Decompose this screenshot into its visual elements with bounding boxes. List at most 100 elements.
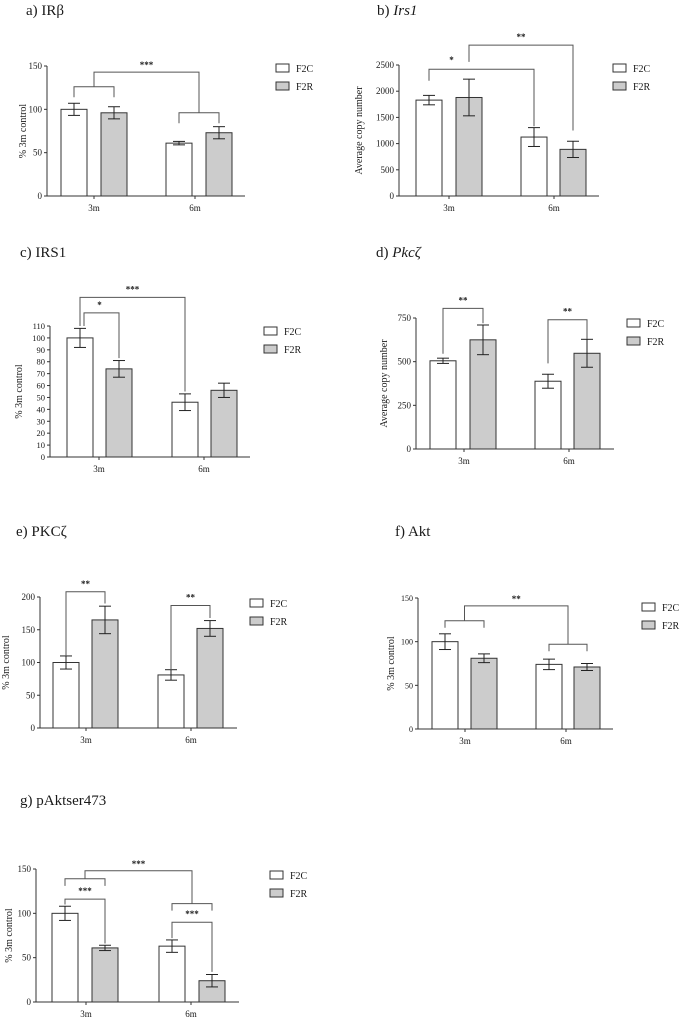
bar-f2c-6m bbox=[171, 401, 199, 458]
y-tick-label: 70 bbox=[37, 369, 46, 379]
significance-label: ** bbox=[563, 307, 573, 317]
bar-f2c-6m bbox=[165, 142, 193, 197]
group-bracket bbox=[64, 878, 106, 886]
legend-swatch-f2c bbox=[275, 63, 290, 73]
comparison-bracket bbox=[64, 898, 106, 944]
y-axis-label: % 3m control bbox=[4, 908, 15, 963]
y-tick-label: 150 bbox=[29, 61, 43, 71]
bar-f2c-6m bbox=[158, 945, 186, 1003]
legend-label: F2C bbox=[290, 871, 308, 882]
bar-f2r-3m bbox=[470, 657, 498, 730]
legend-label: F2C bbox=[284, 327, 302, 338]
significance-label: *** bbox=[126, 284, 140, 294]
bar-f2c-6m bbox=[157, 674, 185, 729]
bar-f2r-3m bbox=[105, 368, 133, 458]
x-tick-label: 6m bbox=[548, 203, 560, 213]
y-tick-label: 250 bbox=[398, 400, 412, 410]
bar-chart: 0 50 100 150 200 % 3m control 3m 6m ** ** F2C F2R bbox=[1, 579, 288, 745]
x-tick-label: 3m bbox=[93, 464, 105, 474]
legend-label: F2R bbox=[270, 617, 288, 628]
panel-f-akt: f) Akt 0 50 100 150 % 3m control 3m 6m ** F2C F2R bbox=[340, 510, 685, 755]
legend-label: F2C bbox=[647, 319, 665, 330]
bar-f2r-3m bbox=[91, 619, 119, 729]
y-tick-label: 50 bbox=[22, 953, 32, 963]
panel-b-irs1-mrna: b) Irs1 0 500 1000 1500 2000 2500 Average copy… bbox=[340, 0, 685, 220]
y-tick-label: 200 bbox=[22, 592, 36, 602]
significance-label: ** bbox=[81, 579, 91, 589]
x-tick-label: 6m bbox=[560, 736, 572, 746]
y-tick-label: 0 bbox=[27, 997, 32, 1007]
y-tick-label: 0 bbox=[390, 191, 395, 201]
comparison-bracket bbox=[547, 319, 588, 364]
legend-swatch-f2r bbox=[263, 344, 278, 354]
legend-swatch-f2c bbox=[263, 326, 278, 336]
panel-title: b) Irs1 bbox=[377, 3, 418, 19]
y-tick-label: 750 bbox=[398, 313, 412, 323]
y-tick-label: 50 bbox=[33, 148, 43, 158]
y-tick-label: 150 bbox=[401, 594, 413, 603]
y-tick-label: 100 bbox=[401, 638, 413, 647]
legend-label: F2C bbox=[270, 599, 288, 610]
legend-swatch-f2r bbox=[269, 888, 284, 898]
bar-f2r-6m bbox=[205, 132, 233, 197]
comparison-bracket bbox=[468, 44, 574, 131]
bar-f2r-6m bbox=[573, 666, 601, 730]
y-tick-label: 40 bbox=[37, 404, 46, 414]
group-bracket bbox=[548, 643, 588, 652]
legend-swatch-f2c bbox=[269, 870, 284, 880]
panel-c-irs1-protein: c) IRS1 0 10 20 30 40 50 60 70 80 90 100 110 % 3m co… bbox=[0, 245, 340, 490]
y-tick-label: 110 bbox=[33, 321, 45, 331]
bar-f2c-3m bbox=[60, 108, 88, 197]
x-tick-label: 3m bbox=[80, 1009, 92, 1019]
legend-label: F2R bbox=[647, 337, 665, 348]
group-bracket bbox=[444, 620, 485, 628]
y-tick-label: 100 bbox=[22, 658, 36, 668]
x-tick-label: 3m bbox=[458, 456, 470, 466]
x-tick-label: 3m bbox=[459, 736, 471, 746]
bar-f2r-3m bbox=[100, 112, 128, 197]
x-tick-label: 6m bbox=[198, 464, 210, 474]
significance-label: * bbox=[449, 55, 454, 65]
legend-swatch-f2r bbox=[275, 81, 290, 91]
y-tick-label: 500 bbox=[398, 357, 412, 367]
legend-swatch-f2r bbox=[612, 81, 627, 91]
significance-label: ** bbox=[186, 593, 196, 603]
comparison-bracket bbox=[442, 307, 484, 354]
legend-label: F2R bbox=[662, 621, 680, 632]
bar-chart: 0 50 100 150 % 3m control 3m 6m *** *** *** F2C F2R bbox=[4, 859, 308, 1019]
comparison-bracket bbox=[93, 71, 200, 113]
group-bracket bbox=[171, 903, 213, 911]
y-tick-label: 1500 bbox=[376, 112, 395, 122]
x-tick-label: 3m bbox=[443, 203, 455, 213]
comparison-bracket bbox=[170, 605, 211, 670]
y-tick-label: 150 bbox=[22, 625, 36, 635]
significance-label: *** bbox=[140, 60, 154, 70]
y-tick-label: 2000 bbox=[376, 86, 395, 96]
bar-f2c-3m bbox=[415, 99, 443, 197]
panel-title: c) IRS1 bbox=[20, 245, 67, 261]
y-tick-label: 1000 bbox=[376, 139, 395, 149]
legend-swatch-f2c bbox=[249, 598, 264, 608]
y-axis-label: Average copy number bbox=[379, 339, 390, 428]
legend-label: F2R bbox=[633, 82, 651, 93]
significance-label: *** bbox=[132, 859, 146, 869]
significance-label: *** bbox=[78, 886, 92, 896]
group-bracket bbox=[73, 86, 115, 98]
legend-swatch-f2r bbox=[249, 616, 264, 626]
y-tick-label: 50 bbox=[26, 690, 36, 700]
comparison-bracket bbox=[84, 870, 193, 904]
panel-title: d) Pkcζ bbox=[376, 245, 421, 261]
bar-f2c-6m bbox=[534, 380, 562, 450]
bar-f2r-6m bbox=[573, 352, 601, 450]
bar-f2r-6m bbox=[210, 389, 238, 458]
y-tick-label: 2500 bbox=[376, 60, 395, 70]
legend-swatch-f2c bbox=[626, 318, 641, 328]
panel-d-pkczeta-mrna: d) Pkcζ 0 250 500 750 Average copy number 3m 6… bbox=[340, 245, 685, 490]
y-axis-label: % 3m control bbox=[1, 635, 12, 690]
legend-label: F2R bbox=[290, 889, 308, 900]
y-axis-label: % 3m control bbox=[18, 104, 29, 159]
significance-label: *** bbox=[185, 909, 199, 919]
y-tick-label: 20 bbox=[37, 428, 46, 438]
y-axis-label: % 3m control bbox=[14, 364, 25, 419]
y-tick-label: 100 bbox=[18, 908, 32, 918]
